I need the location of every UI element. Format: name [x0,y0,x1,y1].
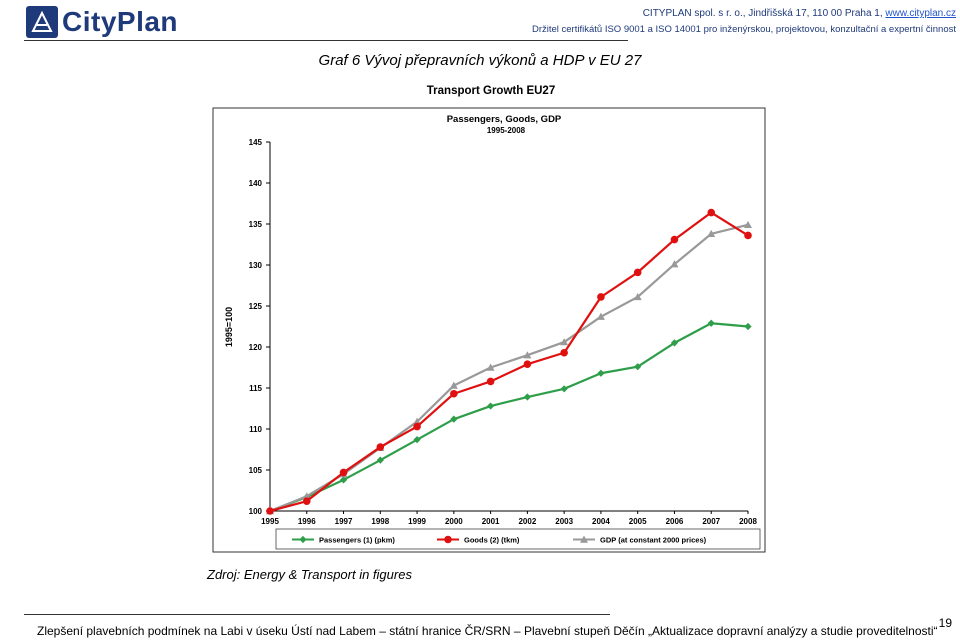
data-point [302,497,311,505]
chart-frame [212,107,766,553]
x-axis: 1995 1996 1997 1998 1999 2000 2001 2002 2003 2004… [261,510,757,526]
series-line [269,322,749,513]
legend-label: GDP (at constant 2000 prices) [600,536,707,545]
data-point [523,393,531,401]
data-point [633,292,642,301]
plot-area [266,208,752,515]
data-point [523,360,532,369]
x-tick-label: 2001 [482,517,500,526]
footer-text: Zlepšení plavebních podmínek na Labi v ú… [37,624,938,638]
data-point [376,456,384,464]
data-point [450,389,458,398]
y-tick-label: 135 [249,220,263,229]
x-tick-label: 1999 [408,517,426,526]
legend: Passengers (1) (pkm) Goods (2) (tkm) GDP (… [292,535,707,545]
data-point [597,293,605,301]
series-line [269,211,749,513]
x-tick-label: 2006 [666,517,684,526]
data-point [413,422,421,431]
data-point [744,231,752,240]
data-point [707,229,716,238]
data-point [670,260,679,268]
data-point [744,220,752,229]
data-point [596,312,605,320]
x-tick-label: 1997 [335,517,353,526]
data-point [560,348,568,357]
data-point [633,268,642,277]
data-point [560,385,568,393]
x-tick-label: 2002 [518,517,536,526]
data-point [302,492,311,500]
y-tick-label: 130 [249,261,263,270]
y-tick-label: 115 [249,384,262,393]
series-line [269,223,749,513]
y-axis-title: 1995=100 [224,307,234,347]
chart-subtitle-years: 1995-2008 [487,126,526,135]
chart-subtitle: Passengers, Goods, GDP [447,114,562,125]
legend-marker [444,535,452,544]
legend-item: Goods (2) (tkm) [437,536,520,545]
data-point [339,468,348,477]
data-point [523,351,532,359]
data-point [744,322,752,331]
data-point [670,235,679,244]
logo-text: CityPlan [62,6,179,37]
data-point [449,381,458,389]
data-point [707,319,715,327]
y-tick-label: 100 [249,507,263,516]
x-tick-label: 2005 [629,517,647,526]
y-tick-label: 110 [249,425,262,434]
data-point [450,415,458,423]
company-address: CITYPLAN spol. s r. o., Jindřišská 17, 1… [643,8,956,19]
data-point [413,417,422,425]
x-tick-label: 2004 [592,517,610,526]
data-point [376,443,385,451]
legend-box [275,528,761,550]
certification-note: Držitel certifikátů ISO 9001 a ISO 14001… [531,24,956,35]
company-address-text: CITYPLAN spol. s r. o., Jindřišská 17, 1… [642,8,886,19]
data-point [486,377,495,386]
x-tick-label: 2000 [445,517,463,526]
legend-label: Passengers (1) (pkm) [319,536,395,545]
chart-title: Transport Growth EU27 [427,85,555,97]
cityplan-logo: CityPlan [26,5,178,39]
data-point [597,369,605,377]
y-tick-label: 120 [249,343,263,352]
data-point [486,363,495,371]
page-number: 19 [938,616,952,630]
x-tick-label: 1996 [298,517,316,526]
data-point [339,476,348,484]
x-tick-label: 1998 [371,517,389,526]
y-tick-label: 105 [249,466,263,475]
data-point [634,363,642,371]
source-note: Zdroj: Energy & Transport in figures [207,567,412,582]
company-website-link[interactable]: www.cityplan.cz [885,8,956,19]
data-point [560,338,569,346]
legend-item: Passengers (1) (pkm) [292,536,395,545]
data-point [487,402,495,410]
header-divider [24,40,628,41]
logo-mark-icon [26,6,58,38]
y-tick-label: 145 [249,138,263,147]
legend-item: GDP (at constant 2000 prices) [573,535,707,545]
legend-label: Goods (2) (tkm) [464,536,520,545]
legend-marker [580,535,588,543]
x-tick-label: 2008 [739,517,757,526]
x-tick-label: 2003 [555,517,573,526]
y-tick-label: 140 [249,179,263,188]
footer-divider [24,614,610,615]
data-point [670,339,679,347]
data-point [266,507,274,515]
data-point [707,208,716,217]
y-tick-label: 125 [249,302,263,311]
x-tick-label: 1995 [261,517,279,526]
x-tick-label: 2007 [702,517,720,526]
series-circle [266,208,752,515]
data-point [413,436,421,444]
legend-marker [299,535,307,544]
figure-title: Graf 6 Vývoj přepravních výkonů a HDP v … [318,52,642,69]
